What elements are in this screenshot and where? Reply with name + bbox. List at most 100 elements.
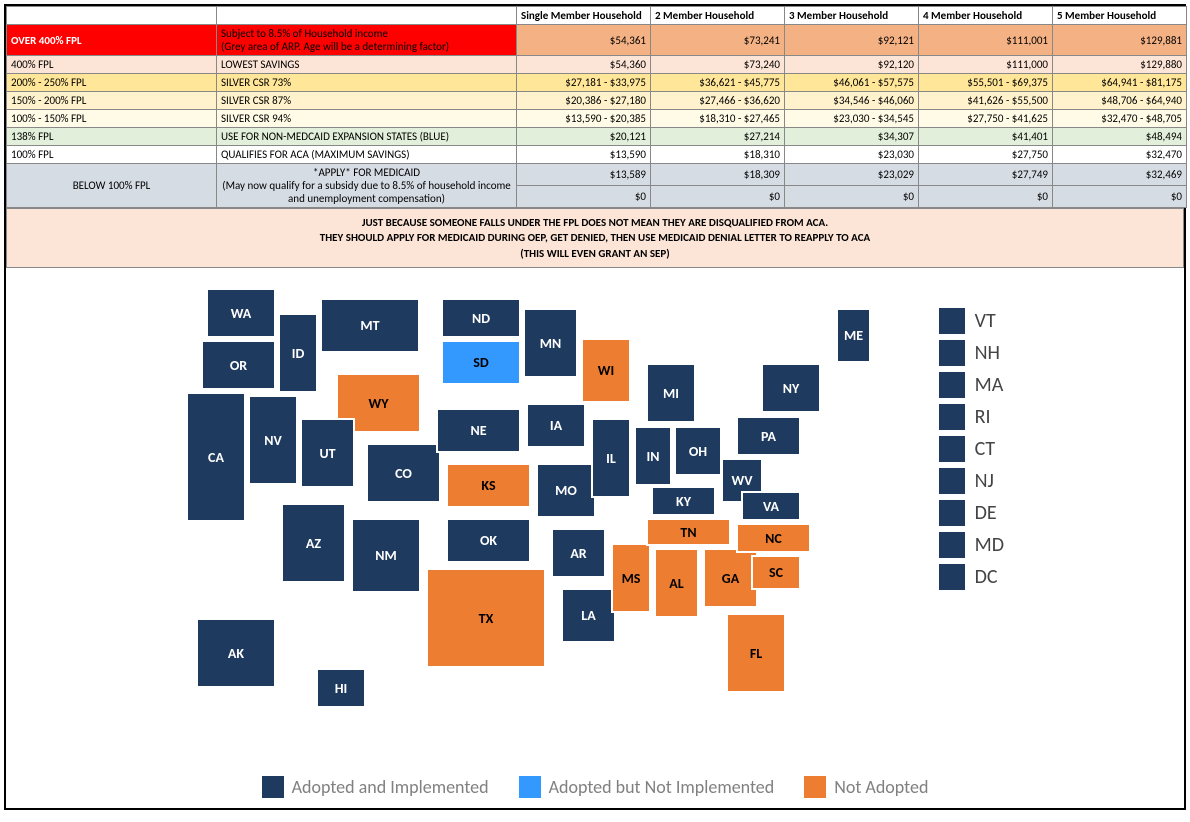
cell-value: $92,121: [785, 25, 919, 56]
cell-value: $0: [651, 186, 785, 208]
state-ne: NE: [436, 408, 521, 453]
row-label: 400% FPL: [7, 56, 217, 74]
row-description: *APPLY* FOR MEDICAID (May now qualify fo…: [217, 164, 517, 208]
state-ga: GA: [703, 548, 758, 608]
cell-value: $54,361: [517, 25, 651, 56]
ne-state-label: VT: [975, 309, 996, 333]
cell-value: $48,494: [1053, 128, 1187, 146]
state-hi: HI: [316, 668, 366, 708]
row-description: USE FOR NON-MEDCAID EXPANSION STATES (BL…: [217, 128, 517, 146]
state-al: AL: [654, 548, 699, 618]
state-ok: OK: [446, 518, 531, 563]
cell-value: $54,360: [517, 56, 651, 74]
ne-state-label: DC: [975, 565, 998, 589]
legend-swatch: [262, 776, 284, 798]
cell-value: $27,181 - $33,975: [517, 74, 651, 92]
state-sd: SD: [441, 340, 521, 385]
cell-value: $111,001: [919, 25, 1053, 56]
state-color-swatch: [939, 532, 965, 558]
cell-value: $36,621 - $45,775: [651, 74, 785, 92]
state-ky: KY: [651, 486, 716, 516]
map-legend: Adopted and ImplementedAdopted but Not I…: [6, 776, 1184, 798]
row-label: OVER 400% FPL: [7, 25, 217, 56]
cell-value: $0: [785, 186, 919, 208]
cell-value: $129,881: [1053, 25, 1187, 56]
medicaid-expansion-map: WAORCAIDNVMTWYUTAZCONMNDSDNEKSOKTXMNIAMO…: [6, 268, 1184, 808]
state-ak: AK: [196, 618, 276, 688]
cell-value: $55,501 - $69,375: [919, 74, 1053, 92]
cell-value: $0: [919, 186, 1053, 208]
cell-value: $27,750: [919, 146, 1053, 164]
cell-value: $0: [1053, 186, 1187, 208]
state-nm: NM: [351, 518, 421, 593]
ne-state-nh: NH: [939, 340, 1004, 366]
ne-state-label: CT: [975, 437, 996, 461]
row-description: SILVER CSR 73%: [217, 74, 517, 92]
state-color-swatch: [939, 564, 965, 590]
cell-value: $73,240: [651, 56, 785, 74]
state-wa: WA: [206, 288, 276, 338]
cell-value: $34,546 - $46,060: [785, 92, 919, 110]
state-color-swatch: [939, 372, 965, 398]
col-header: Single Member Household: [517, 7, 651, 25]
legend-label: Not Adopted: [834, 776, 928, 798]
state-color-swatch: [939, 436, 965, 462]
state-mi: MI: [646, 363, 696, 423]
ne-state-md: MD: [939, 532, 1004, 558]
ne-state-label: MD: [975, 533, 1004, 557]
state-mo: MO: [536, 463, 596, 518]
row-label: BELOW 100% FPL: [7, 164, 217, 208]
state-color-swatch: [939, 404, 965, 430]
fpl-note: JUST BECAUSE SOMEONE FALLS UNDER THE FPL…: [6, 208, 1184, 268]
cell-value: $23,029: [785, 164, 919, 186]
state-tx: TX: [426, 568, 546, 668]
state-mn: MN: [523, 308, 578, 378]
cell-value: $27,466 - $36,620: [651, 92, 785, 110]
col-header: 5 Member Household: [1053, 7, 1187, 25]
cell-value: $41,401: [919, 128, 1053, 146]
cell-value: $13,590 - $20,385: [517, 110, 651, 128]
blank-header: [217, 7, 517, 25]
legend-item: Not Adopted: [804, 776, 928, 798]
row-description: SILVER CSR 87%: [217, 92, 517, 110]
ne-state-label: MA: [975, 373, 1004, 397]
state-ut: UT: [300, 418, 355, 488]
state-wi: WI: [581, 338, 631, 403]
state-mt: MT: [320, 298, 420, 353]
row-label: 100% FPL: [7, 146, 217, 164]
cell-value: $32,470: [1053, 146, 1187, 164]
row-label: 200% - 250% FPL: [7, 74, 217, 92]
row-label: 100% - 150% FPL: [7, 110, 217, 128]
state-ny: NY: [761, 363, 821, 413]
cell-value: $0: [517, 186, 651, 208]
cell-value: $32,470 - $48,705: [1053, 110, 1187, 128]
cell-value: $23,030 - $34,545: [785, 110, 919, 128]
cell-value: $41,626 - $55,500: [919, 92, 1053, 110]
cell-value: $13,589: [517, 164, 651, 186]
cell-value: $32,469: [1053, 164, 1187, 186]
state-fl: FL: [726, 613, 786, 693]
state-nc: NC: [736, 523, 811, 553]
legend-swatch: [519, 776, 541, 798]
table-row: 150% - 200% FPLSILVER CSR 87%$20,386 - $…: [7, 92, 1187, 110]
row-label: 150% - 200% FPL: [7, 92, 217, 110]
state-or: OR: [201, 340, 276, 390]
cell-value: $27,749: [919, 164, 1053, 186]
col-header: 4 Member Household: [919, 7, 1053, 25]
table-row: 100% - 150% FPLSILVER CSR 94%$13,590 - $…: [7, 110, 1187, 128]
cell-value: $18,310: [651, 146, 785, 164]
state-oh: OH: [674, 426, 722, 476]
state-ca: CA: [186, 392, 246, 522]
row-description: QUALIFIES FOR ACA (MAXIMUM SAVINGS): [217, 146, 517, 164]
table-row: 138% FPLUSE FOR NON-MEDCAID EXPANSION ST…: [7, 128, 1187, 146]
ne-state-label: NH: [975, 341, 1000, 365]
legend-swatch: [804, 776, 826, 798]
state-ks: KS: [446, 463, 531, 508]
cell-value: $64,941 - $81,175: [1053, 74, 1187, 92]
col-header: 2 Member Household: [651, 7, 785, 25]
state-id: ID: [278, 313, 318, 393]
cell-value: $20,386 - $27,180: [517, 92, 651, 110]
cell-value: $23,030: [785, 146, 919, 164]
state-pa: PA: [736, 416, 801, 456]
cell-value: $27,750 - $41,625: [919, 110, 1053, 128]
